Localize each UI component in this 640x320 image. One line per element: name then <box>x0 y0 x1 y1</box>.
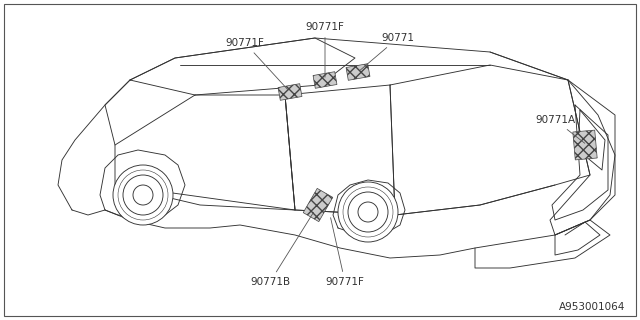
Text: 90771F: 90771F <box>225 38 288 90</box>
Circle shape <box>133 185 153 205</box>
Circle shape <box>113 165 173 225</box>
Circle shape <box>338 182 398 242</box>
Circle shape <box>123 175 163 215</box>
Text: 90771B: 90771B <box>250 212 314 287</box>
FancyBboxPatch shape <box>313 72 337 88</box>
Text: 90771A: 90771A <box>535 115 585 143</box>
Circle shape <box>358 202 378 222</box>
FancyBboxPatch shape <box>278 84 302 100</box>
Text: 90771: 90771 <box>360 33 415 70</box>
FancyBboxPatch shape <box>573 130 597 160</box>
FancyBboxPatch shape <box>346 64 370 80</box>
FancyBboxPatch shape <box>303 188 333 222</box>
Text: A953001064: A953001064 <box>559 302 625 312</box>
Circle shape <box>348 192 388 232</box>
Text: 90771F: 90771F <box>305 22 344 77</box>
Text: 90771F: 90771F <box>326 218 364 287</box>
